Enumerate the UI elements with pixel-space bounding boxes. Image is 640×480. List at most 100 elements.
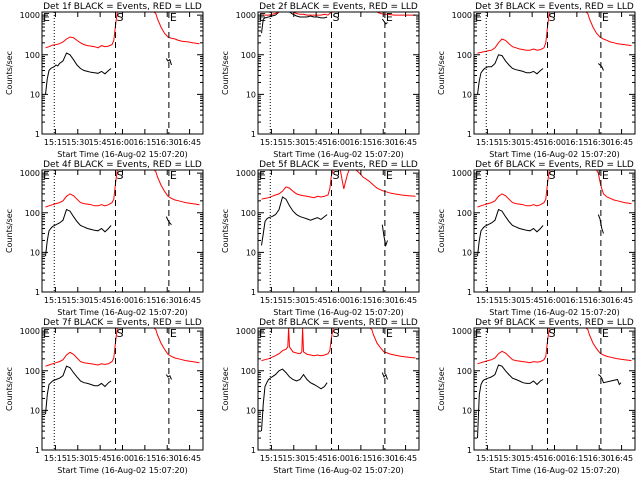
y-tick-label: 10	[462, 406, 472, 415]
x-tick-label: 15:30	[498, 138, 521, 147]
plot-frame	[257, 169, 420, 293]
series-group	[477, 170, 632, 257]
y-tick-label: 1	[35, 446, 40, 455]
time-marker-label: S	[549, 169, 556, 182]
plot-frame	[473, 169, 636, 293]
corner-marker-label: E	[475, 11, 482, 24]
y-axis-title: Counts/sec	[437, 209, 446, 253]
panel-title: Det 3f BLACK = Events, RED = LLD	[475, 2, 634, 12]
corner-marker-label: E	[43, 327, 50, 340]
y-tick-label: 1	[35, 130, 40, 139]
y-tick-label: 1000	[236, 327, 256, 336]
time-marker-label: E	[602, 169, 609, 182]
y-tick-label: 100	[457, 367, 472, 376]
series-line-lld	[261, 328, 416, 362]
corner-marker-label: E	[475, 169, 482, 182]
y-tick-label: 1	[251, 446, 256, 455]
y-tick-label: 10	[30, 90, 40, 99]
x-axis-title: Start Time (16-Aug-02 15:07:20)	[273, 308, 404, 317]
x-tick-label: 16:15	[133, 296, 156, 305]
panel-title: Det 8f BLACK = Events, RED = LLD	[259, 318, 418, 328]
y-tick-label: 1	[467, 446, 472, 455]
x-axis-title: Start Time (16-Aug-02 15:07:20)	[489, 308, 620, 317]
y-tick-label: 1000	[236, 169, 256, 178]
chart-panel-6: Det 6f BLACK = Events, RED = LLD Counts/s…	[437, 160, 636, 317]
y-tick-label: 10	[246, 406, 256, 415]
x-tick-label: 15:45	[89, 454, 112, 463]
x-tick-label: 15:30	[498, 454, 521, 463]
y-tick-label: 10	[30, 248, 40, 257]
x-axis-title: Start Time (16-Aug-02 15:07:20)	[273, 466, 404, 475]
y-tick-label: 1	[251, 130, 256, 139]
x-tick-label: 16:30	[156, 138, 179, 147]
x-tick-label: 16:15	[565, 296, 588, 305]
x-tick-label: 16:15	[349, 138, 372, 147]
y-tick-label: 1000	[236, 11, 256, 20]
chart-panel-3: Det 3f BLACK = Events, RED = LLD Counts/s…	[437, 2, 636, 159]
x-tick-label: 15:15	[476, 454, 499, 463]
corner-marker-label: E	[259, 11, 266, 24]
x-tick-label: 16:45	[394, 296, 417, 305]
y-tick-label: 1000	[452, 11, 472, 20]
time-marker-label: S	[333, 169, 340, 182]
series-line-events	[45, 52, 172, 95]
panel-title: Det 2f BLACK = Events, RED = LLD	[259, 2, 418, 12]
time-marker-label: E	[170, 169, 177, 182]
x-tick-label: 15:30	[66, 296, 89, 305]
series-group	[45, 170, 200, 257]
x-tick-label: 16:30	[156, 454, 179, 463]
series-group	[261, 328, 416, 432]
x-tick-label: 15:15	[260, 454, 283, 463]
y-tick-label: 10	[246, 90, 256, 99]
series-line-events	[45, 365, 172, 415]
panel-title: Det 9f BLACK = Events, RED = LLD	[475, 318, 634, 328]
panel-title: Det 7f BLACK = Events, RED = LLD	[43, 318, 202, 328]
corner-marker-label: E	[43, 11, 50, 24]
x-tick-label: 15:15	[476, 296, 499, 305]
x-tick-label: 15:30	[282, 296, 305, 305]
time-marker-label: E	[386, 169, 393, 182]
x-tick-label: 16:00	[327, 138, 350, 147]
corner-marker-label: E	[475, 327, 482, 340]
y-tick-label: 100	[457, 209, 472, 218]
y-tick-label: 100	[25, 51, 40, 60]
x-tick-label: 16:45	[394, 454, 417, 463]
chart-panel-2: Det 2f BLACK = Events, RED = LLD Counts/s…	[221, 2, 420, 159]
plot-frame	[257, 11, 420, 135]
y-axis-title: Counts/sec	[5, 51, 14, 95]
x-tick-label: 16:30	[372, 296, 395, 305]
time-marker-label: E	[386, 327, 393, 340]
chart-panel-9: Det 9f BLACK = Events, RED = LLD Counts/s…	[437, 318, 636, 475]
plot-frame	[41, 11, 204, 135]
x-tick-label: 16:00	[111, 138, 134, 147]
plot-frame	[473, 11, 636, 135]
x-tick-label: 16:45	[610, 296, 633, 305]
x-tick-label: 15:15	[44, 454, 67, 463]
y-tick-label: 100	[241, 209, 256, 218]
plot-frame	[41, 327, 204, 451]
series-line-events	[477, 364, 622, 439]
series-group	[477, 328, 632, 439]
series-line-events	[477, 208, 604, 257]
panel-title: Det 1f BLACK = Events, RED = LLD	[43, 2, 202, 12]
y-tick-label: 100	[25, 367, 40, 376]
y-axis-title: Counts/sec	[437, 367, 446, 411]
x-tick-label: 16:15	[349, 454, 372, 463]
x-tick-label: 15:15	[44, 138, 67, 147]
y-tick-label: 1000	[20, 327, 40, 336]
series-group	[45, 328, 200, 415]
y-tick-label: 100	[457, 51, 472, 60]
series-line-events	[261, 368, 388, 432]
x-tick-label: 15:15	[260, 296, 283, 305]
y-axis-title: Counts/sec	[5, 367, 14, 411]
x-tick-label: 16:00	[543, 296, 566, 305]
x-tick-label: 15:15	[476, 138, 499, 147]
x-tick-label: 15:45	[305, 138, 328, 147]
y-axis-title: Counts/sec	[221, 367, 230, 411]
y-tick-label: 1000	[20, 11, 40, 20]
x-tick-label: 16:30	[588, 454, 611, 463]
x-tick-label: 15:45	[521, 454, 544, 463]
x-tick-label: 16:30	[372, 454, 395, 463]
x-tick-label: 15:30	[282, 138, 305, 147]
